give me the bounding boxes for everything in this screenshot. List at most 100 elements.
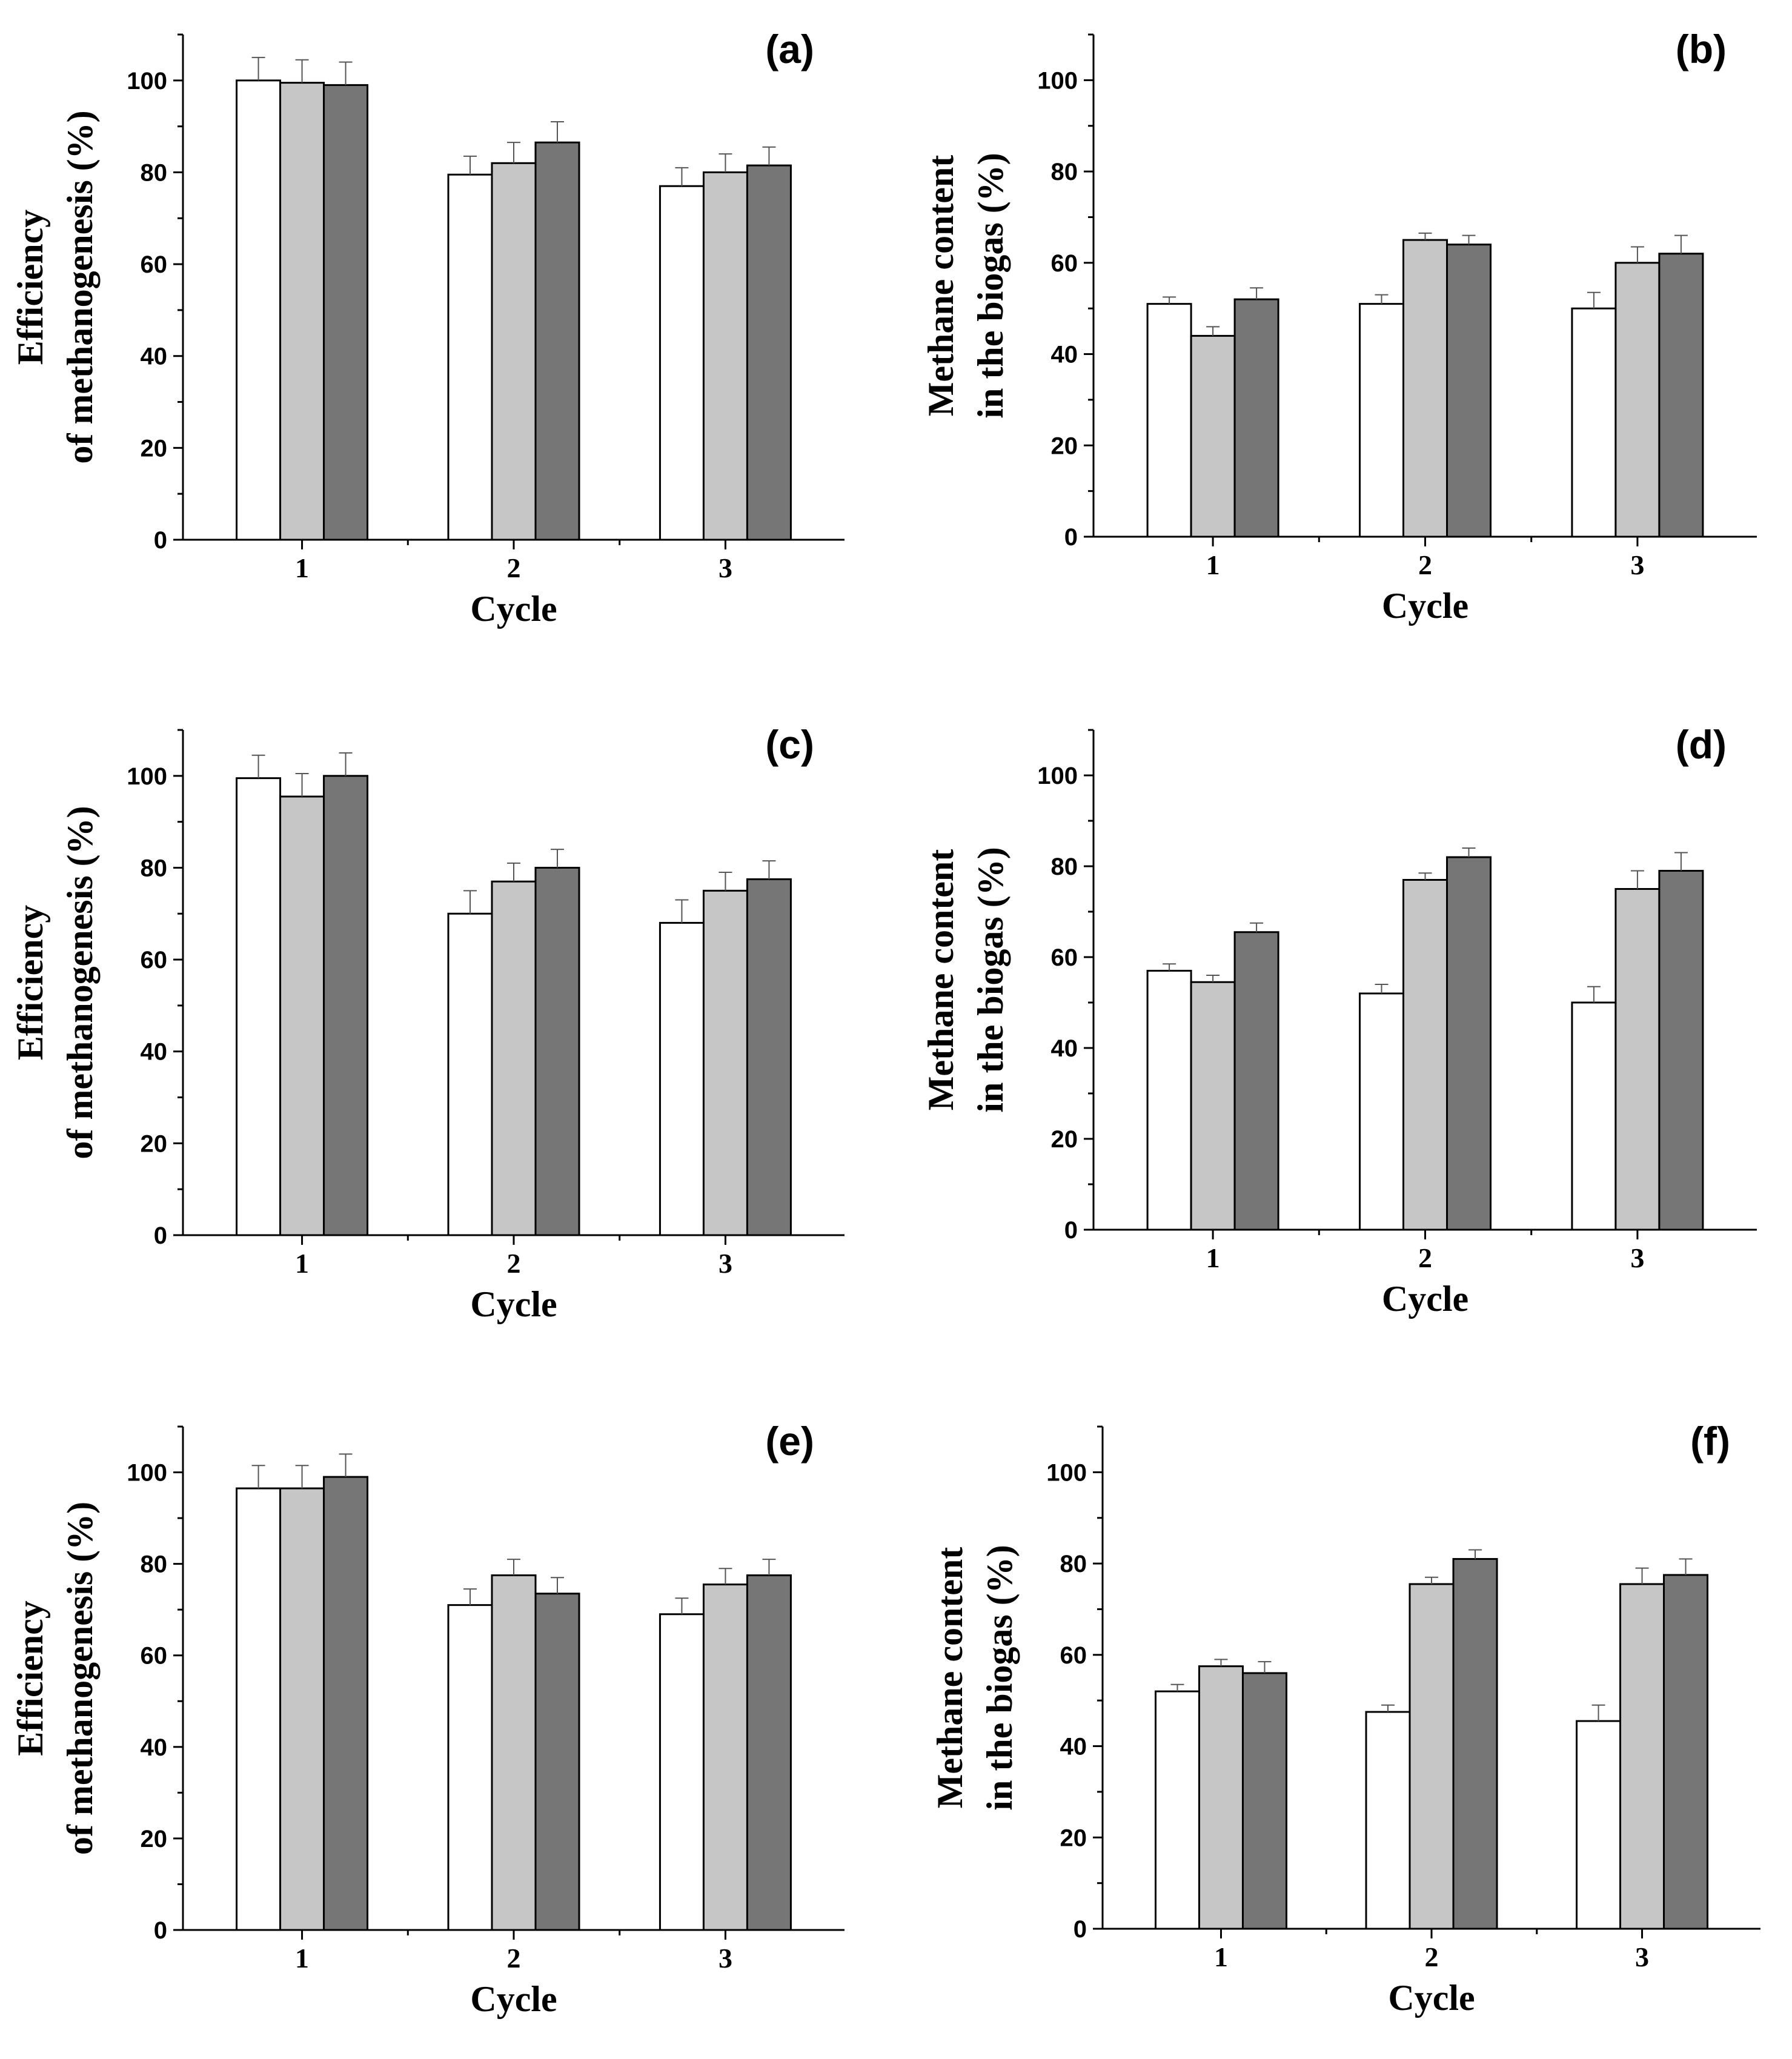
- y-axis-title-line: of methanogenesis (%): [60, 806, 100, 1159]
- y-axis-title-line: of methanogenesis (%): [60, 110, 100, 463]
- y-tick-label: 40: [1051, 1035, 1078, 1062]
- bar: [1359, 303, 1404, 538]
- x-tick-label: 3: [1635, 1941, 1649, 1972]
- y-axis-title-line: Methane content: [921, 849, 961, 1111]
- y-tick-label: 0: [154, 527, 167, 554]
- x-tick-label: 2: [507, 1943, 521, 1974]
- y-tick-label: 60: [141, 1643, 168, 1669]
- bar: [1146, 970, 1192, 1231]
- y-tick-label: 20: [141, 435, 168, 462]
- x-axis-title: Cycle: [1382, 586, 1468, 626]
- y-axis-title-line: in the biogas (%): [980, 1545, 1020, 1810]
- bar: [491, 880, 537, 1236]
- bar: [1154, 1690, 1200, 1930]
- y-axis-title-line: Methane content: [930, 1547, 970, 1809]
- y-tick-label: 0: [1074, 1916, 1087, 1943]
- y-tick-label: 60: [1051, 250, 1078, 277]
- bar: [491, 1574, 537, 1931]
- chart-panel-e: 0 20 40 60 80 100 1 2 3 Cycle Efficiency of methano…: [10, 1419, 845, 2019]
- x-tick-label: 1: [295, 552, 309, 583]
- x-tick-label: 2: [1425, 1941, 1439, 1972]
- y-axis-title-line: Efficiency: [10, 1600, 50, 1756]
- x-axis-title: Cycle: [470, 1979, 557, 2019]
- bar: [236, 777, 282, 1236]
- bar: [1190, 981, 1236, 1231]
- y-tick-label: 100: [127, 68, 167, 94]
- panel-label: (f): [1690, 1419, 1730, 1464]
- y-tick-label: 100: [127, 1460, 167, 1487]
- y-tick-label: 60: [1060, 1642, 1087, 1669]
- bar: [236, 1487, 282, 1931]
- bar: [702, 1583, 748, 1931]
- bar: [1241, 1672, 1287, 1930]
- bar: [1614, 262, 1661, 538]
- x-tick-label: 3: [1630, 549, 1644, 580]
- bar: [1571, 307, 1617, 538]
- bar: [1402, 239, 1448, 538]
- bar: [1576, 1720, 1622, 1930]
- bar: [534, 1593, 580, 1931]
- bar: [1190, 334, 1236, 538]
- y-tick-label: 80: [1051, 159, 1078, 185]
- bar: [1446, 244, 1492, 538]
- chart-panel-a: 0 20 40 60 80 100 1 2 3 Cycle Efficiency of methano…: [10, 27, 845, 629]
- y-tick-label: 100: [1046, 1459, 1087, 1486]
- y-tick-label: 60: [141, 251, 168, 278]
- chart-panel-d: 0 20 40 60 80 100 1 2 3 Cycle Methane content in th…: [921, 722, 1757, 1319]
- bar: [491, 162, 537, 541]
- x-tick-label: 1: [1206, 549, 1220, 580]
- bar: [1233, 931, 1279, 1231]
- bar: [279, 1487, 325, 1931]
- x-tick-label: 3: [718, 1248, 732, 1279]
- x-tick-label: 1: [1214, 1941, 1228, 1972]
- y-tick-label: 80: [1051, 854, 1078, 880]
- y-tick-label: 100: [1037, 67, 1078, 94]
- bar: [1658, 253, 1704, 538]
- x-tick-label: 1: [295, 1943, 309, 1974]
- bar: [746, 878, 792, 1236]
- bar: [1146, 303, 1192, 538]
- y-tick-label: 40: [141, 1039, 168, 1066]
- y-tick-label: 20: [1060, 1825, 1087, 1851]
- y-tick-label: 40: [141, 343, 168, 370]
- bar: [323, 775, 369, 1236]
- bar: [1452, 1558, 1498, 1930]
- y-axis-title-line: Methane content: [921, 155, 961, 417]
- bar: [447, 1604, 493, 1931]
- y-tick-label: 20: [141, 1130, 168, 1157]
- chart-panel-b: 0 20 40 60 80 100 1 2 3 Cycle Methane content in th…: [921, 27, 1757, 626]
- panel-label: (e): [765, 1419, 814, 1464]
- y-tick-label: 60: [1051, 944, 1078, 971]
- y-tick-label: 80: [1060, 1551, 1087, 1577]
- x-axis-title: Cycle: [1388, 1978, 1475, 2018]
- bar: [1402, 879, 1448, 1231]
- x-tick-label: 2: [1418, 549, 1432, 580]
- bar: [1658, 870, 1704, 1231]
- bar: [1198, 1665, 1244, 1930]
- bar: [534, 866, 580, 1236]
- bar: [447, 173, 493, 541]
- y-axis-title-line: of methanogenesis (%): [60, 1502, 100, 1855]
- bar: [323, 1476, 369, 1931]
- bar: [659, 921, 705, 1236]
- bar: [659, 185, 705, 541]
- bar: [1663, 1574, 1709, 1930]
- x-axis-title: Cycle: [1382, 1279, 1468, 1319]
- x-axis-title: Cycle: [470, 589, 557, 629]
- bar: [1571, 1001, 1617, 1231]
- chart-panel-f: 0 20 40 60 80 100 1 2 3 Cycle Methane content in th…: [930, 1419, 1760, 2018]
- y-axis-title-line: Efficiency: [10, 210, 50, 365]
- bar: [1409, 1583, 1455, 1930]
- x-tick-label: 3: [718, 1943, 732, 1974]
- y-tick-label: 0: [1064, 1217, 1078, 1244]
- bar: [534, 141, 580, 541]
- x-tick-label: 1: [1206, 1242, 1220, 1273]
- panel-label: (c): [765, 722, 814, 767]
- bar: [746, 164, 792, 541]
- y-tick-label: 0: [1064, 524, 1078, 551]
- y-tick-label: 20: [141, 1826, 168, 1852]
- panel-label: (b): [1676, 27, 1727, 71]
- y-tick-label: 40: [1051, 342, 1078, 368]
- bar: [279, 82, 325, 541]
